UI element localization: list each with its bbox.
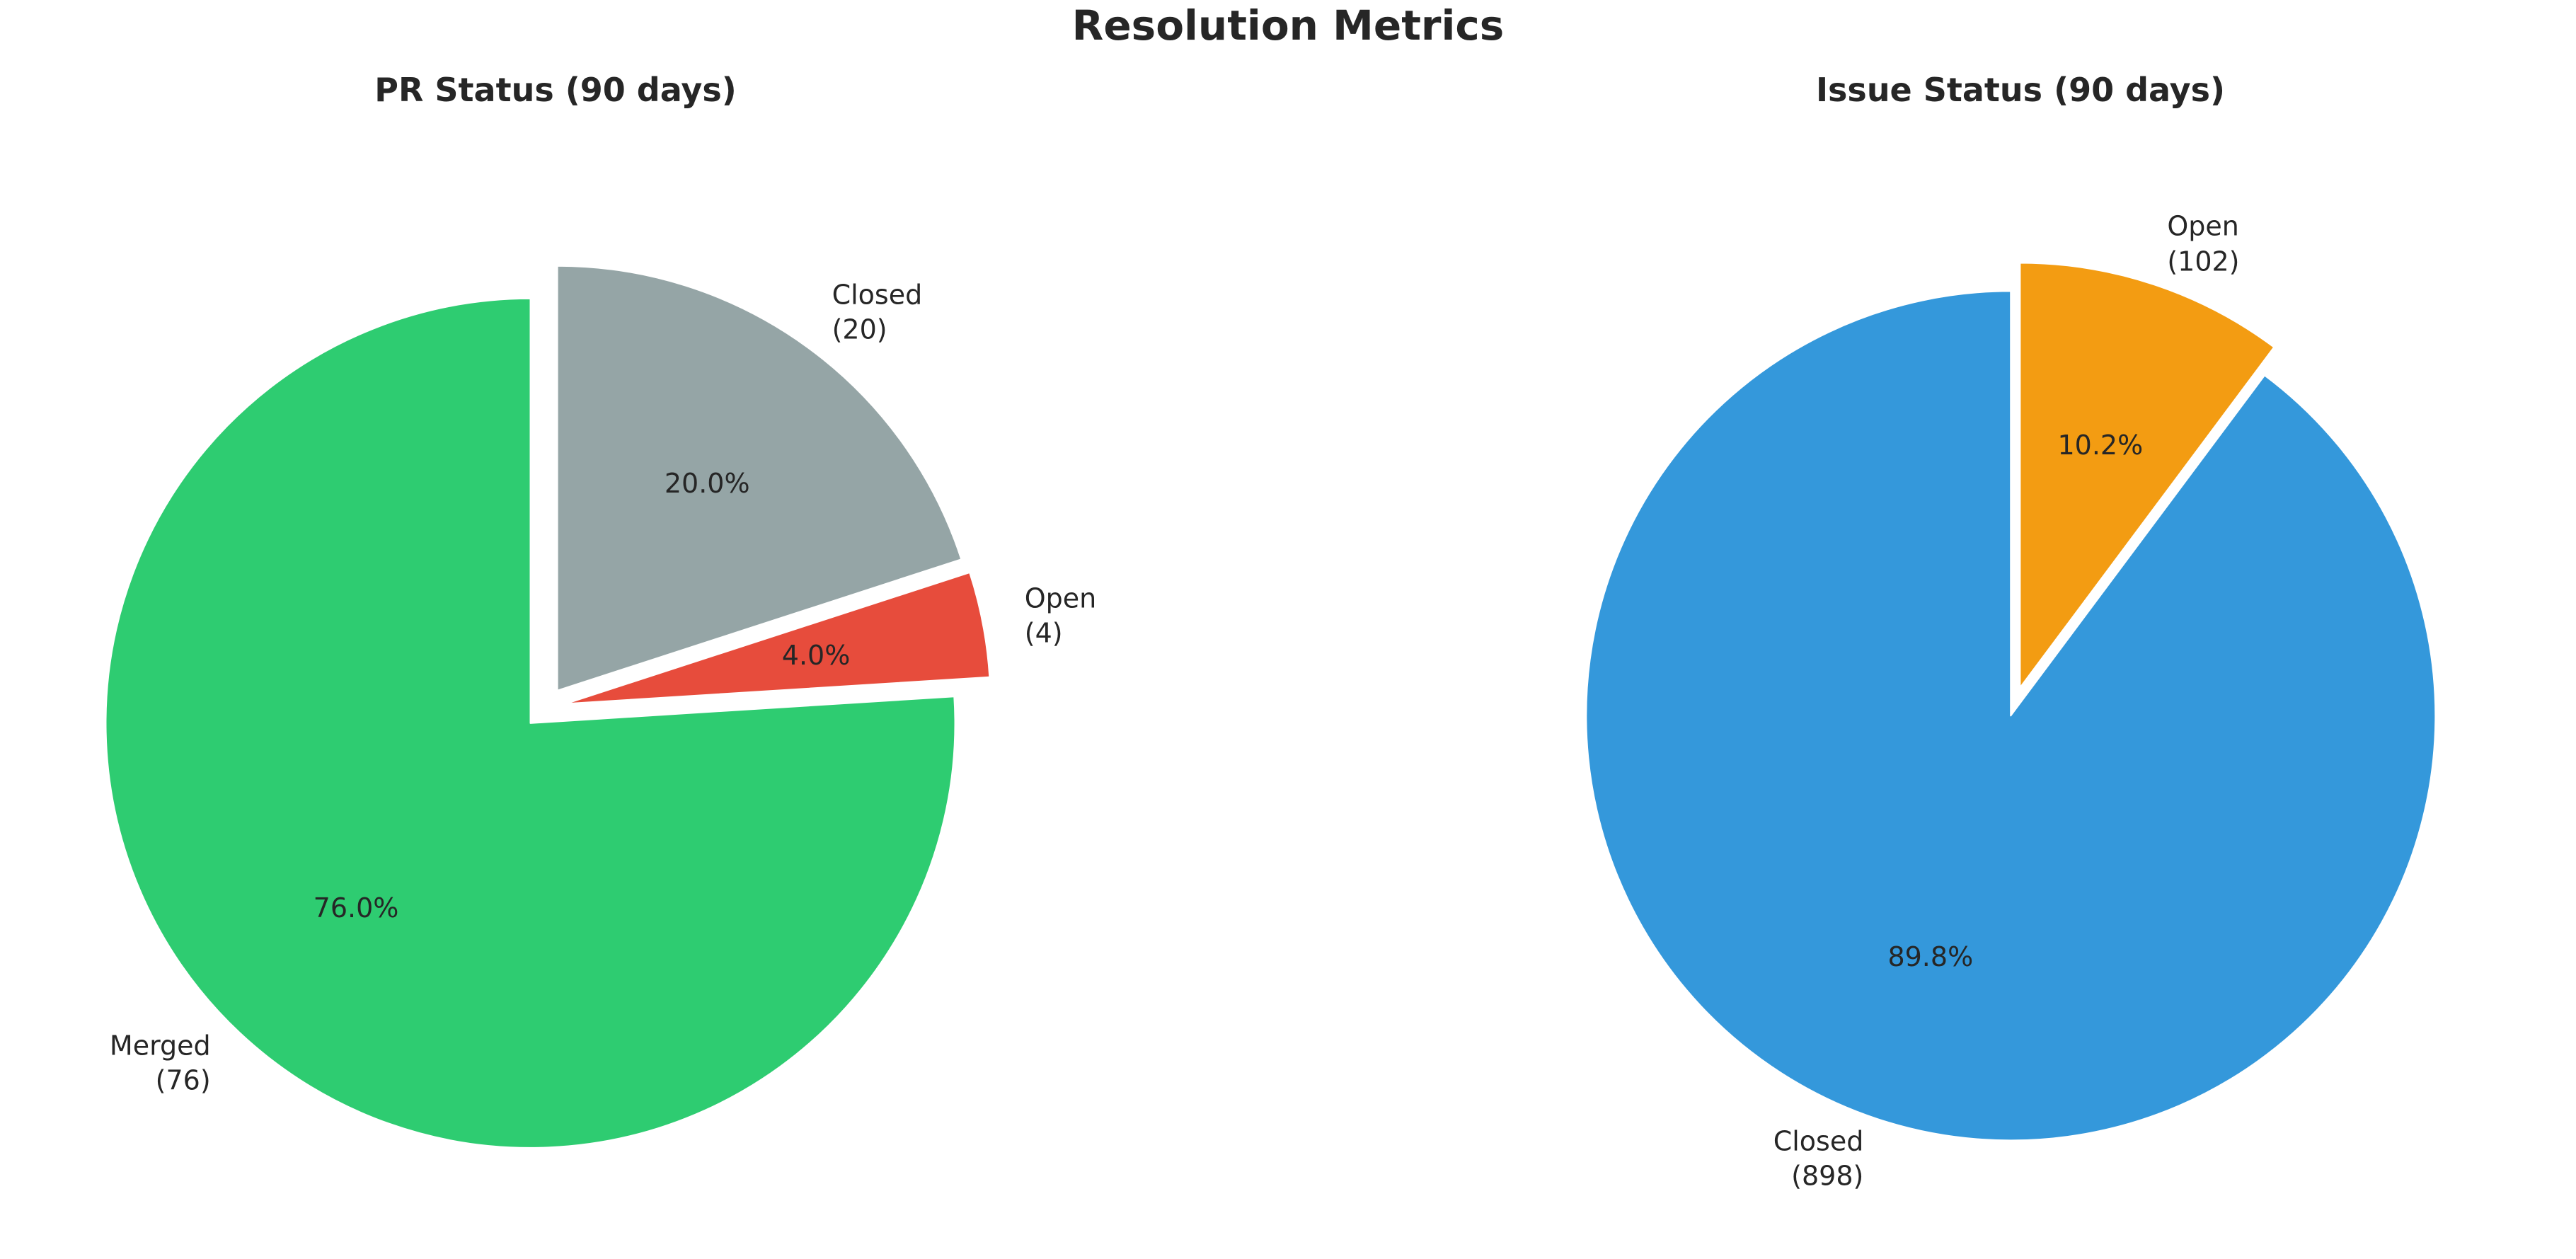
pr-status-slice-merged	[105, 297, 956, 1149]
issue-status-slice-open	[2019, 262, 2275, 689]
chart-title: Resolution Metrics	[1071, 1, 1505, 50]
issue-status-slice-closed	[1585, 290, 2437, 1142]
pr-status-slice-closed	[556, 265, 962, 691]
pie-title-issue-status: Issue Status (90 days)	[1815, 71, 2226, 109]
pr-status-slice-open	[565, 572, 991, 705]
pie-title-pr-status: PR Status (90 days)	[374, 71, 737, 109]
